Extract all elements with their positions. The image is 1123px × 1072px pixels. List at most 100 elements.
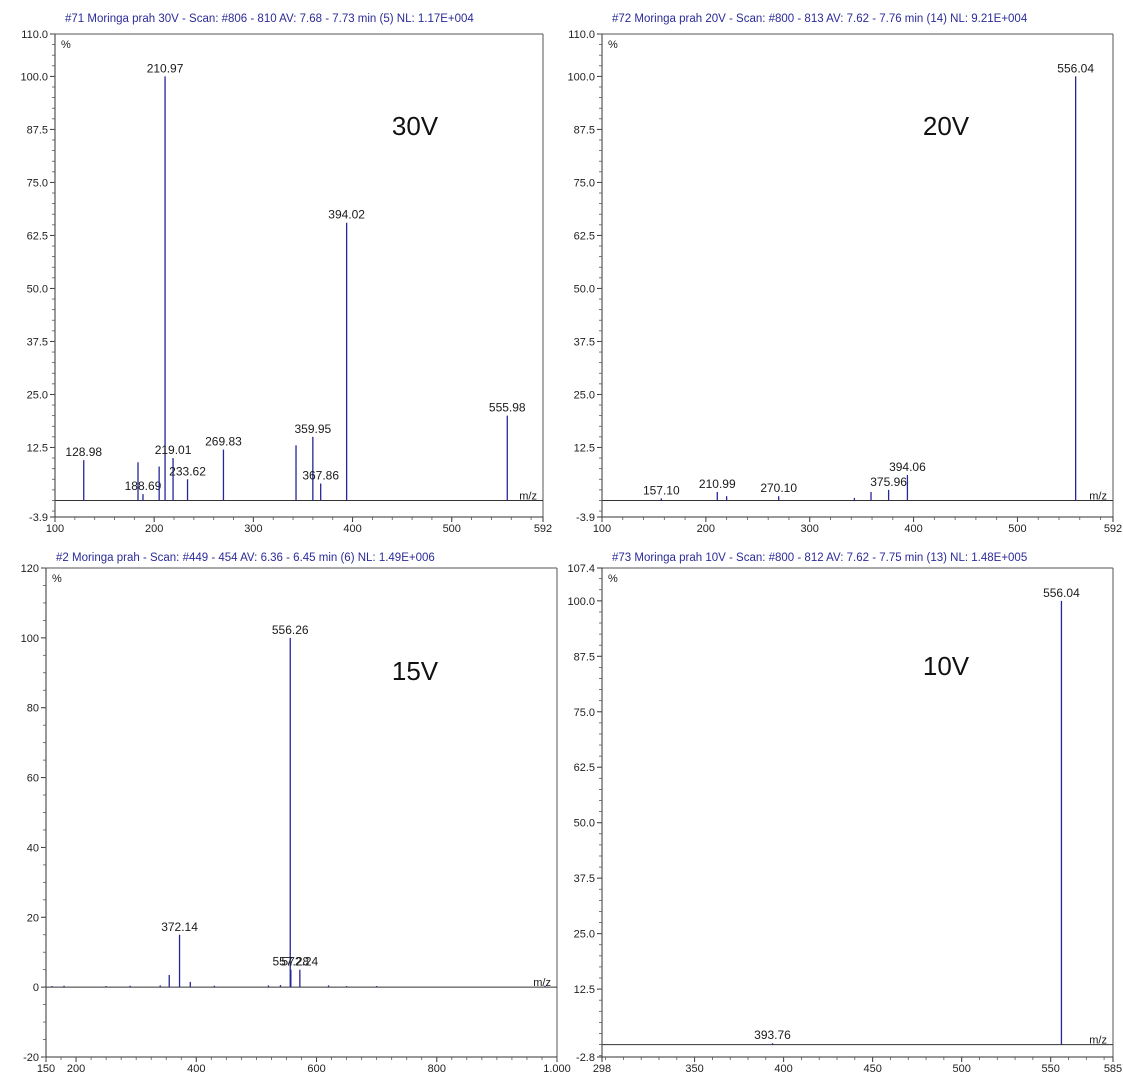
y-tick-label: 12.5	[574, 442, 595, 454]
x-tick-label: 1.000	[543, 1063, 571, 1072]
peak-label: 188.69	[125, 479, 162, 493]
panel-title: #73 Moringa prah 10V - Scan: #800 - 812 …	[612, 552, 1027, 564]
y-tick-label: 37.5	[574, 336, 595, 348]
y-tick-label: 87.5	[574, 124, 595, 136]
x-tick-label: 400	[187, 1063, 205, 1072]
peak-label: 394.06	[889, 460, 926, 474]
y-unit-label: %	[608, 573, 618, 585]
x-tick-label: 500	[443, 523, 461, 535]
voltage-label: 10V	[923, 651, 970, 681]
x-tick-label: 298	[593, 1063, 611, 1072]
y-tick-label: 25.0	[574, 389, 595, 401]
y-tick-label: 37.5	[574, 873, 595, 885]
y-tick-label: 75.0	[27, 177, 48, 189]
x-tick-label: 600	[307, 1063, 325, 1072]
x-unit-label: m/z	[1089, 490, 1107, 502]
y-tick-label: 20	[27, 912, 39, 924]
panel-title: #71 Moringa prah 30V - Scan: #806 - 810 …	[65, 13, 474, 25]
peak-label: 556.26	[272, 623, 309, 637]
spectrum-panel-2: #72 Moringa prah 20V - Scan: #800 - 813 …	[567, 13, 1122, 535]
peak-label: 394.02	[328, 208, 365, 222]
peak-label: 572.24	[281, 955, 318, 969]
x-tick-label: 592	[1104, 523, 1122, 535]
x-tick-label: 450	[863, 1063, 881, 1072]
x-tick-label: 350	[685, 1063, 703, 1072]
x-tick-label: 400	[774, 1063, 792, 1072]
peak-label: 233.62	[169, 464, 206, 478]
x-tick-label: 200	[145, 523, 163, 535]
peak-label: 359.95	[294, 422, 331, 436]
panel-title: #72 Moringa prah 20V - Scan: #800 - 813 …	[612, 13, 1028, 25]
x-tick-label: 200	[67, 1063, 85, 1072]
x-tick-label: 500	[1008, 523, 1026, 535]
y-tick-label: 80	[27, 703, 39, 715]
y-tick-label: 100.0	[20, 71, 48, 83]
y-tick-label: 12.5	[27, 442, 48, 454]
x-tick-label: 150	[37, 1063, 55, 1072]
x-tick-label: 400	[343, 523, 361, 535]
x-tick-label: 585	[1104, 1063, 1122, 1072]
y-tick-label: 100.0	[567, 71, 595, 83]
peak-label: 556.04	[1057, 61, 1094, 75]
y-tick-label: 100.0	[567, 596, 595, 608]
y-tick-label: 40	[27, 842, 39, 854]
peak-label: 555.98	[489, 401, 526, 415]
x-unit-label: m/z	[1089, 1035, 1107, 1047]
y-tick-label: 107.4	[567, 563, 595, 575]
y-unit-label: %	[61, 39, 71, 51]
spectrum-panel-1: #71 Moringa prah 30V - Scan: #806 - 810 …	[20, 13, 552, 535]
voltage-label: 15V	[392, 656, 439, 686]
y-tick-label: 50.0	[574, 283, 595, 295]
x-tick-label: 500	[952, 1063, 970, 1072]
y-tick-label: 62.5	[574, 230, 595, 242]
x-tick-label: 100	[593, 523, 611, 535]
x-unit-label: m/z	[519, 490, 537, 502]
y-tick-label: -2.8	[576, 1052, 595, 1064]
peak-label: 367.86	[302, 468, 339, 482]
y-tick-label: 100	[21, 633, 39, 645]
peak-label: 157.10	[643, 483, 680, 497]
x-tick-label: 592	[534, 523, 552, 535]
x-unit-label: m/z	[533, 977, 551, 989]
y-tick-label: 75.0	[574, 177, 595, 189]
y-tick-label: 50.0	[574, 818, 595, 830]
y-tick-label: 0	[33, 982, 39, 994]
y-tick-label: 25.0	[574, 929, 595, 941]
y-tick-label: 25.0	[27, 389, 48, 401]
peak-label: 210.97	[147, 61, 184, 75]
y-tick-label: 60	[27, 773, 39, 785]
voltage-label: 20V	[923, 111, 970, 141]
y-tick-label: 12.5	[574, 984, 595, 996]
y-unit-label: %	[608, 39, 618, 51]
spectrum-panel-3: #2 Moringa prah - Scan: #449 - 454 AV: 6…	[21, 552, 571, 1072]
peak-label: 270.10	[760, 481, 797, 495]
peak-label: 393.76	[754, 1028, 791, 1042]
y-tick-label: -3.9	[576, 512, 595, 524]
y-tick-label: 110.0	[568, 29, 595, 41]
peak-label: 210.99	[699, 477, 736, 491]
x-tick-label: 800	[428, 1063, 446, 1072]
y-tick-label: 110.0	[21, 29, 48, 41]
x-tick-label: 300	[244, 523, 262, 535]
x-tick-label: 300	[801, 523, 819, 535]
y-unit-label: %	[52, 573, 62, 585]
panel-title: #2 Moringa prah - Scan: #449 - 454 AV: 6…	[56, 552, 435, 564]
x-tick-label: 100	[46, 523, 64, 535]
y-tick-label: 50.0	[27, 283, 48, 295]
y-tick-label: 75.0	[574, 707, 595, 719]
y-tick-label: 37.5	[27, 336, 48, 348]
peak-label: 556.04	[1043, 586, 1080, 600]
y-tick-label: 62.5	[27, 230, 48, 242]
peak-label: 375.96	[870, 475, 907, 489]
y-tick-label: 62.5	[574, 762, 595, 774]
y-tick-label: 120	[21, 563, 39, 575]
voltage-label: 30V	[392, 111, 439, 141]
y-tick-label: -20	[23, 1052, 39, 1064]
peak-label: 128.98	[65, 445, 102, 459]
peak-label: 219.01	[155, 443, 192, 457]
spectrum-panel-4: #73 Moringa prah 10V - Scan: #800 - 812 …	[567, 552, 1122, 1072]
x-tick-label: 200	[697, 523, 715, 535]
x-tick-label: 400	[904, 523, 922, 535]
x-tick-label: 550	[1042, 1063, 1060, 1072]
